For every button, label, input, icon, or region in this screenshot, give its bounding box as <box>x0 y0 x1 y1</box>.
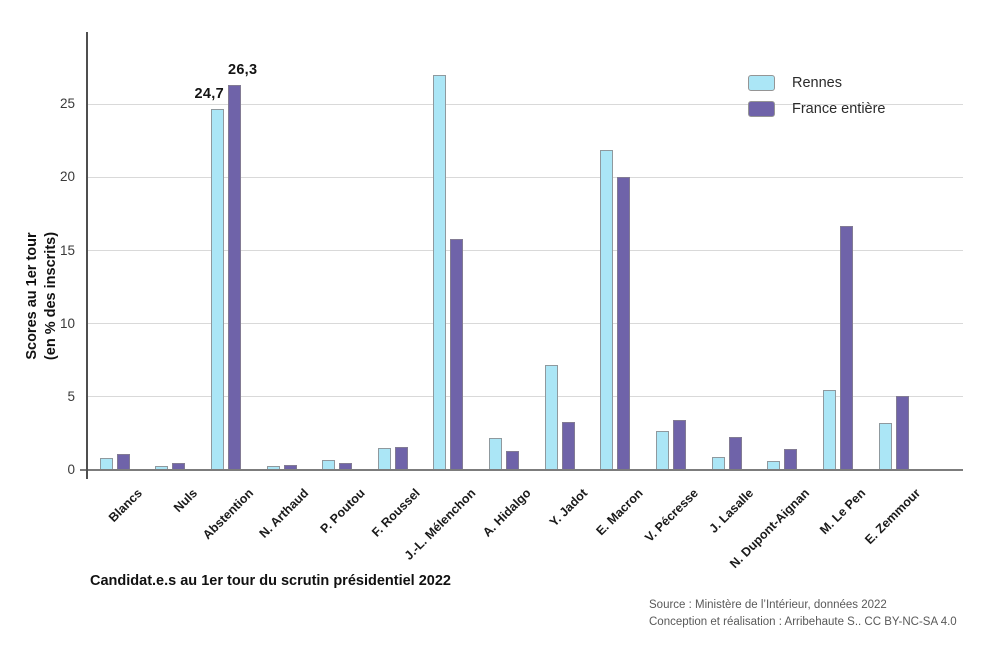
y-tick-label-20: 20 <box>59 169 75 185</box>
legend-label-france-entiere: France entière <box>792 101 886 117</box>
value-label-24-7: 24,7 <box>194 85 224 102</box>
bar-rennes-nuls <box>155 465 169 470</box>
source-note: Source : Ministère de l’Intérieur, donné… <box>649 597 957 630</box>
x-axis-line <box>80 468 963 472</box>
bar-rennes-a-hidalgo <box>489 437 503 470</box>
source-line: Source : Ministère de l’Intérieur, donné… <box>649 599 887 611</box>
legend-item-rennes: Rennes <box>748 75 886 91</box>
bar-france-entiere-f-roussel <box>394 446 408 470</box>
gridline-20 <box>88 176 963 178</box>
bar-rennes-j-lasalle <box>711 456 725 470</box>
bar-rennes-blancs <box>99 457 113 470</box>
bar-france-entiere-j-lasalle <box>728 437 742 470</box>
legend: Rennes France entière <box>748 75 886 127</box>
y-tick-label-10: 10 <box>59 315 75 331</box>
bar-france-entiere-y-jadot <box>561 421 575 470</box>
gridline-15 <box>88 250 963 252</box>
gridline-25 <box>88 103 963 105</box>
bar-france-entiere-n-arthaud <box>283 464 297 470</box>
bar-france-entiere-blancs <box>116 453 130 470</box>
bar-rennes-j-l-melenchon <box>433 75 447 470</box>
y-tick-label-5: 5 <box>67 388 75 404</box>
gridline-10 <box>88 323 963 325</box>
y-axis-line <box>86 32 88 479</box>
bar-france-entiere-e-macron <box>617 177 631 470</box>
credit-line: Conception et réalisation : Arribehaute … <box>649 615 957 628</box>
bar-rennes-p-poutou <box>322 460 336 470</box>
bar-rennes-n-arthaud <box>266 466 280 470</box>
y-tick-label-15: 15 <box>59 242 75 258</box>
bar-rennes-f-roussel <box>377 448 391 470</box>
bar-rennes-abstention <box>210 108 224 470</box>
bar-france-entiere-abstention <box>227 85 241 470</box>
bar-rennes-y-jadot <box>544 364 558 470</box>
bar-rennes-v-pecresse <box>656 430 669 470</box>
bar-rennes-m-le-pen <box>822 389 836 470</box>
bar-france-entiere-n-dupont-aignan <box>784 448 798 470</box>
bar-france-entiere-v-pecresse <box>673 420 686 470</box>
legend-swatch-rennes <box>748 75 775 91</box>
legend-item-france-entiere: France entière <box>748 101 886 117</box>
bar-rennes-e-macron <box>600 149 614 470</box>
y-tick-label-0: 0 <box>67 462 75 477</box>
bar-france-entiere-p-poutou <box>339 462 353 470</box>
bar-france-entiere-a-hidalgo <box>506 450 520 470</box>
value-label-26-3: 26,3 <box>227 62 258 79</box>
bar-rennes-n-dupont-aignan <box>767 461 781 470</box>
bar-france-entiere-nuls <box>172 463 186 470</box>
bar-rennes-e-zemmour <box>878 423 892 470</box>
legend-label-rennes: Rennes <box>792 75 842 91</box>
gridline-5 <box>88 396 963 398</box>
bar-france-entiere-e-zemmour <box>895 396 909 470</box>
bar-france-entiere-m-le-pen <box>839 226 853 470</box>
y-tick-label-25: 25 <box>59 96 75 112</box>
bar-france-entiere-j-l-melenchon <box>450 238 464 470</box>
chart-title: Candidat.e.s au 1er tour du scrutin prés… <box>90 573 451 589</box>
legend-swatch-france-entiere <box>748 101 775 117</box>
